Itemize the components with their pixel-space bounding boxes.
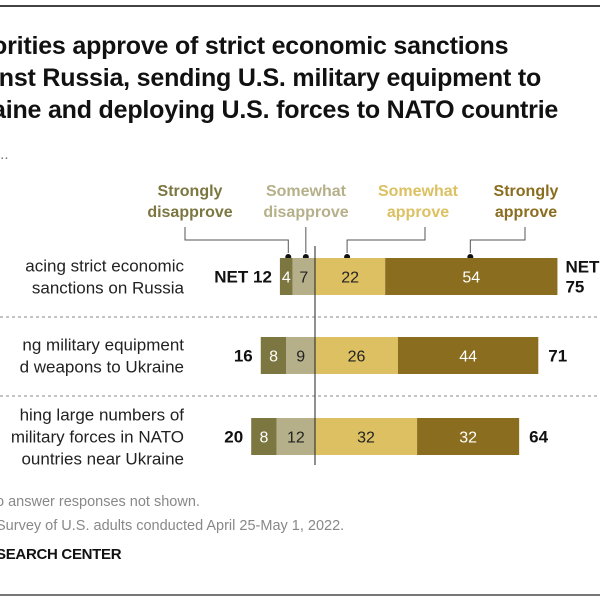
bar-segment-somewhat-disapprove	[292, 258, 315, 295]
category-label: ng military equipment	[22, 336, 184, 355]
category-label: military forces in NATO	[11, 428, 184, 447]
bar-value-label: 12	[287, 430, 305, 447]
legend-connector	[346, 227, 426, 253]
bar-value-label: 26	[348, 349, 366, 366]
bar-segment-somewhat-disapprove	[286, 337, 315, 374]
bar-segment-strongly-approve	[385, 258, 558, 295]
category-label: hing large numbers of	[20, 406, 185, 425]
legend-label-line2: approve	[495, 204, 557, 221]
legend-label-line1: Somewhat	[266, 183, 347, 200]
chart-area: Strongly disapprove Somewhat disapprove Some…	[0, 183, 600, 469]
net-approve-label: 75	[565, 278, 584, 297]
category-label: sanctions on Russia	[32, 279, 185, 298]
category-label: acing strict economic	[25, 257, 184, 276]
bar-segment-strongly-disapprove	[260, 337, 287, 374]
bar-segment-somewhat-approve	[315, 418, 418, 455]
category-label: d weapons to Ukraine	[20, 358, 184, 377]
note-line: Survey of U.S. adults conducted April 25…	[0, 518, 345, 534]
bar-value-label: 44	[459, 349, 477, 366]
net-disapprove-label: 20	[224, 428, 243, 447]
bar-segment-somewhat-disapprove	[276, 418, 315, 455]
category-label: ountries near Ukraine	[21, 450, 184, 469]
bar-value-label: 8	[269, 349, 278, 366]
bar-segment-strongly-approve	[417, 418, 520, 455]
legend-label-line1: Strongly	[494, 183, 559, 200]
legend-label-line1: Strongly	[158, 183, 223, 200]
chart-title: orities approve of strict economic sanct…	[0, 30, 600, 126]
legend-label-line2: disapprove	[263, 204, 348, 221]
bar-segment-strongly-disapprove	[279, 258, 293, 295]
bottom-rule	[0, 594, 600, 596]
bar-segment-somewhat-approve	[315, 258, 386, 295]
source-credit: SEARCH CENTER	[0, 546, 122, 563]
bar-value-label: 32	[459, 430, 477, 447]
bar-value-label: 4	[282, 270, 291, 287]
bar-value-label: 22	[341, 270, 359, 287]
bar-value-label: 54	[462, 270, 480, 287]
bar-segment-strongly-disapprove	[251, 418, 277, 455]
bar-segment-strongly-approve	[397, 337, 539, 374]
top-rule	[0, 5, 600, 7]
bar-value-label: 8	[260, 430, 269, 447]
title-line: orities approve of strict economic sanct…	[0, 32, 509, 60]
note-line: o answer responses not shown.	[0, 494, 200, 510]
net-approve-label: 64	[529, 428, 548, 447]
net-disapprove-label: 16	[234, 347, 253, 366]
title-line: aine and deploying U.S. forces to NATO c…	[0, 96, 559, 124]
chart-notes: o answer responses not shown. Survey of …	[0, 490, 344, 538]
net-approve-prefix: NET	[565, 258, 600, 277]
legend-label-line1: Somewhat	[378, 183, 459, 200]
chart-subtitle: ...	[0, 146, 9, 163]
bar-value-label: 7	[299, 270, 308, 287]
legend-connector	[469, 227, 526, 253]
net-disapprove-label: NET 12	[214, 268, 272, 287]
legend-label-line2: approve	[387, 204, 449, 221]
bar-value-label: 9	[296, 349, 305, 366]
title-line: inst Russia, sending U.S. military equip…	[0, 64, 542, 92]
legend-label-line2: disapprove	[147, 204, 232, 221]
net-approve-label: 71	[548, 347, 567, 366]
bar-segment-somewhat-approve	[315, 337, 398, 374]
bar-value-label: 32	[357, 430, 375, 447]
legend-connector	[184, 227, 289, 253]
